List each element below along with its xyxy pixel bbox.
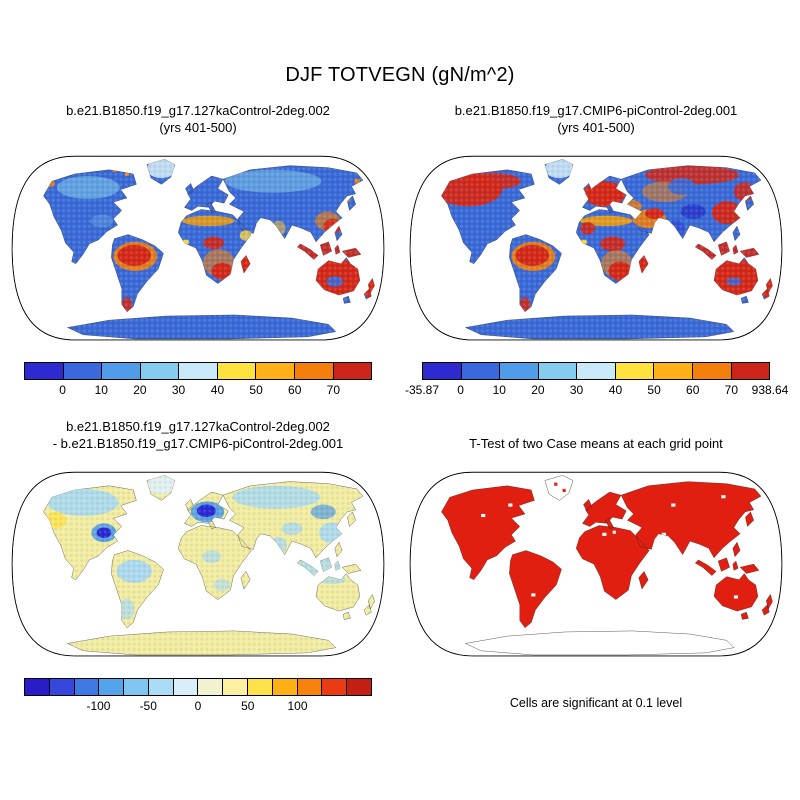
colorbar-tick-label: 10	[94, 383, 108, 398]
colorbar-segment	[576, 362, 616, 381]
colorbar-segment	[460, 362, 501, 381]
colorbar-segment	[101, 362, 141, 381]
panel-top-left: b.e21.B1850.f19_g17.127kaControl-2deg.00…	[6, 102, 390, 398]
colorbar-segment	[147, 678, 174, 697]
panel-bottom-right: T-Test of two Case means at each grid po…	[404, 418, 788, 710]
colorbar-ticks: 0 10 20 30 40 50 60 70	[24, 380, 372, 398]
colorbar-tick-label: -100	[86, 699, 111, 714]
colorbar-ticks: -100 -50 0 50 100	[24, 696, 372, 714]
colorbar-segment	[271, 678, 298, 697]
colorbar-segment	[730, 362, 771, 381]
colorbar-tick-label: 50	[241, 699, 255, 714]
map-top-left	[11, 155, 385, 341]
colorbar-segment	[296, 678, 323, 697]
panel-title-line2: (yrs 401-500)	[159, 120, 237, 135]
colorbar-segment	[653, 362, 693, 381]
colorbar-segment	[197, 678, 224, 697]
colorbar-segment	[614, 362, 655, 381]
panel-bottom-left: b.e21.B1850.f19_g17.127kaControl-2deg.00…	[6, 418, 390, 714]
figure-title: DJF TOTVEGN (gN/m^2)	[285, 64, 515, 86]
colorbar-segment	[98, 678, 125, 697]
colorbar-top-left: 0 10 20 30 40 50 60 70	[24, 362, 373, 398]
panel-title-line1: b.e21.B1850.f19_g17.127kaControl-2deg.00…	[66, 103, 330, 118]
colorbar-segment	[216, 362, 257, 381]
colorbar-segment	[62, 362, 103, 381]
colorbar-segment	[73, 678, 100, 697]
colorbar-tick-label: 10	[492, 383, 506, 398]
colorbar-tick-label: 20	[531, 383, 545, 398]
colorbar-tick-label: 70	[724, 383, 739, 398]
colorbar-tick-label: 938.64	[751, 383, 789, 398]
colorbar-tick-label: 30	[569, 383, 584, 398]
colorbar-tick-label: 40	[210, 383, 225, 398]
colorbar-tick-label: 20	[133, 383, 147, 398]
colorbar-segment	[123, 678, 149, 697]
colorbar-segment	[48, 678, 75, 697]
colorbar-segment	[247, 678, 273, 697]
colorbar-segment	[691, 362, 732, 381]
colorbar-segment	[24, 362, 64, 381]
colorbar-tick-label: 0	[457, 383, 464, 398]
colorbar-segment	[178, 362, 218, 381]
colorbar-segment	[332, 362, 373, 381]
colorbar-tick-label: 50	[249, 383, 263, 398]
map-content	[410, 472, 782, 656]
colorbar-segment	[24, 678, 50, 697]
colorbar-top-right: -35.87 0 10 20 30 40 50 60 70 938.64	[405, 362, 788, 398]
colorbar-segment	[172, 678, 199, 697]
colorbar-tick-label: -50	[139, 699, 157, 714]
colorbar-segment	[255, 362, 295, 381]
panel-title: b.e21.B1850.f19_g17.127kaControl-2deg.00…	[6, 102, 390, 138]
panel-top-right: b.e21.B1850.f19_g17.CMIP6-piControl-2deg…	[404, 102, 788, 398]
colorbar-segment	[537, 362, 578, 381]
panel-title-line2: (yrs 401-500)	[557, 120, 635, 135]
significance-caption: Cells are significant at 0.1 level	[509, 696, 683, 711]
colorbar-segment	[346, 678, 372, 697]
map-top-right	[409, 155, 783, 341]
colorbar-segment	[499, 362, 539, 381]
colorbar-tick-label: 60	[288, 383, 302, 398]
panel-title: b.e21.B1850.f19_g17.127kaControl-2deg.00…	[6, 418, 390, 454]
colorbar-segment	[422, 362, 462, 381]
panel-title-line2: - b.e21.B1850.f19_g17.CMIP6-piControl-2d…	[52, 436, 344, 451]
colorbar-bar	[24, 362, 373, 381]
panel-title: T-Test of two Case means at each grid po…	[404, 418, 788, 454]
colorbar-tick-label: 40	[608, 383, 623, 398]
map-bottom-left	[11, 471, 385, 657]
colorbar-tick-label: 0	[194, 699, 202, 714]
colorbar-segment	[321, 678, 348, 697]
panel-title-line1: b.e21.B1850.f19_g17.CMIP6-piControl-2deg…	[454, 103, 738, 118]
panel-title-line1: T-Test of two Case means at each grid po…	[469, 436, 723, 451]
colorbar-segment	[293, 362, 334, 381]
colorbar-segment	[139, 362, 180, 381]
colorbar-tick-label: 100	[287, 699, 308, 714]
colorbar-segment	[222, 678, 249, 697]
panel-title: b.e21.B1850.f19_g17.CMIP6-piControl-2deg…	[404, 102, 788, 138]
panel-title-line1: b.e21.B1850.f19_g17.127kaControl-2deg.00…	[66, 419, 330, 434]
colorbar-tick-label: 30	[171, 383, 186, 398]
colorbar-ticks: -35.87 0 10 20 30 40 50 60 70 938.64	[405, 380, 788, 398]
map-bottom-right	[409, 471, 783, 657]
colorbar-bar	[422, 362, 771, 381]
colorbar-bar	[24, 678, 372, 697]
colorbar-bottom-left: -100 -50 0 50 100	[24, 678, 372, 714]
insignificant-cells-layer	[481, 482, 739, 599]
colorbar-tick-label: 0	[59, 383, 66, 398]
colorbar-tick-label: -35.87	[404, 383, 440, 398]
colorbar-tick-label: 50	[647, 383, 661, 398]
colorbar-tick-label: 60	[686, 383, 700, 398]
colorbar-tick-label: 70	[326, 383, 341, 398]
